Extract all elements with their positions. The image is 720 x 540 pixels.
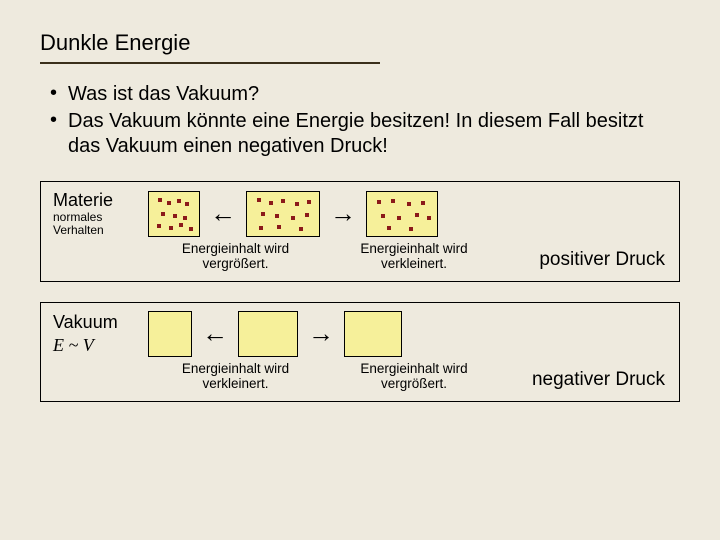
particle-dot-icon xyxy=(261,212,265,216)
particle-dot-icon xyxy=(305,213,309,217)
particle-dot-icon xyxy=(291,216,295,220)
particle-dot-icon xyxy=(415,213,419,217)
particle-dot-icon xyxy=(407,202,411,206)
particle-dot-icon xyxy=(173,214,177,218)
particle-dot-icon xyxy=(179,223,183,227)
vacuum-caption-right: Energieinhalt wird vergrößert. xyxy=(329,361,499,391)
particle-dot-icon xyxy=(259,226,263,230)
bullet-text: Was ist das Vakuum? xyxy=(68,82,259,107)
vacuum-relation: E ~ V xyxy=(53,335,148,356)
particle-dot-icon xyxy=(387,226,391,230)
matter-label-col: Materie normales Verhalten xyxy=(53,190,148,237)
matter-heading: Materie xyxy=(53,190,148,211)
particle-dot-icon xyxy=(295,202,299,206)
vacuum-heading: Vakuum xyxy=(53,312,148,333)
vacuum-label-col: Vakuum E ~ V xyxy=(53,312,148,356)
vacuum-diagram: ← → xyxy=(148,311,402,357)
particle-dot-icon xyxy=(377,200,381,204)
particle-dot-icon xyxy=(307,200,311,204)
particle-dot-icon xyxy=(169,226,173,230)
matter-box-expanded-left xyxy=(246,191,320,237)
particle-dot-icon xyxy=(189,227,193,231)
arrow-right-icon: → xyxy=(304,319,338,349)
particle-dot-icon xyxy=(275,214,279,218)
bullet-list: • Was ist das Vakuum? • Das Vakuum könnt… xyxy=(50,82,680,159)
particle-dot-icon xyxy=(158,198,162,202)
matter-box-center xyxy=(148,191,200,237)
particle-dot-icon xyxy=(167,201,171,205)
negative-pressure-label: negativer Druck xyxy=(532,369,665,391)
vacuum-box-right xyxy=(344,311,402,357)
arrow-left-icon: ← xyxy=(198,319,232,349)
matter-diagram: ← → xyxy=(148,191,438,237)
vacuum-panel: Vakuum E ~ V ← → Energieinhalt wird verk… xyxy=(40,302,680,402)
particle-dot-icon xyxy=(381,214,385,218)
bullet-dot: • xyxy=(50,109,68,132)
positive-pressure-label: positiver Druck xyxy=(539,249,665,271)
particle-dot-icon xyxy=(391,199,395,203)
particle-dot-icon xyxy=(299,227,303,231)
particle-dot-icon xyxy=(281,199,285,203)
matter-caption-left: Energieinhalt wird vergrößert. xyxy=(148,241,323,271)
vacuum-box-center xyxy=(148,311,192,357)
particle-dot-icon xyxy=(409,227,413,231)
arrow-left-icon: ← xyxy=(206,199,240,229)
vacuum-caption-left: Energieinhalt wird verkleinert. xyxy=(148,361,323,391)
particle-dot-icon xyxy=(161,212,165,216)
particle-dot-icon xyxy=(185,202,189,206)
arrow-right-icon: → xyxy=(326,199,360,229)
particle-dot-icon xyxy=(269,201,273,205)
slide-title: Dunkle Energie xyxy=(40,30,380,64)
particle-dot-icon xyxy=(257,198,261,202)
particle-dot-icon xyxy=(177,199,181,203)
bullet-dot: • xyxy=(50,82,68,105)
particle-dot-icon xyxy=(157,224,161,228)
matter-box-expanded-right xyxy=(366,191,438,237)
matter-subheading: normales Verhalten xyxy=(53,211,148,237)
matter-panel: Materie normales Verhalten ← → Energiein… xyxy=(40,181,680,282)
bullet-text: Das Vakuum könnte eine Energie besitzen!… xyxy=(68,109,680,159)
vacuum-box-left xyxy=(238,311,298,357)
particle-dot-icon xyxy=(397,216,401,220)
matter-caption-right: Energieinhalt wird verkleinert. xyxy=(329,241,499,271)
particle-dot-icon xyxy=(421,201,425,205)
particle-dot-icon xyxy=(277,225,281,229)
particle-dot-icon xyxy=(427,216,431,220)
particle-dot-icon xyxy=(183,216,187,220)
